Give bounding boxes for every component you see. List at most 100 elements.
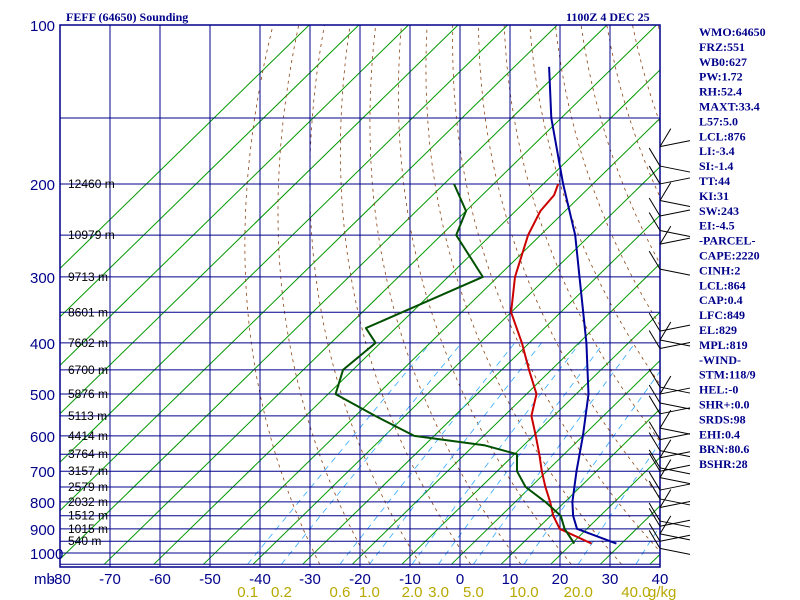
wind-barb bbox=[659, 225, 691, 245]
isotherm-line bbox=[500, 408, 660, 565]
wind-barb-flag bbox=[659, 451, 691, 459]
dewpoint-curve bbox=[334, 183, 576, 545]
index-entry: SW:243 bbox=[699, 204, 739, 218]
wind-barb-flag bbox=[659, 547, 691, 555]
dry-adiabat-line bbox=[425, 25, 622, 565]
index-entry: MAXT:33.4 bbox=[699, 100, 760, 114]
height-labels: 12460 m 10979 m 9713 m 8601 m 7602 m 6700 m 58… bbox=[68, 177, 115, 548]
wind-barb-flag bbox=[659, 534, 691, 542]
wind-barb-shaft bbox=[648, 197, 661, 217]
wind-barb bbox=[659, 515, 691, 541]
wind-barb-shaft bbox=[659, 489, 672, 508]
index-entry: CAP:0.4 bbox=[699, 293, 743, 307]
index-entry: FRZ:551 bbox=[699, 40, 745, 54]
pressure-tick-label: 400 bbox=[30, 336, 55, 353]
wind-barb-flag bbox=[659, 520, 691, 528]
height-label: 3764 m bbox=[68, 447, 108, 461]
temperature-curve bbox=[510, 183, 593, 545]
wind-barb-shaft bbox=[648, 147, 661, 167]
wind-barb bbox=[659, 409, 691, 435]
dry-adiabat-line bbox=[340, 25, 471, 565]
index-entry: HEL:-0 bbox=[699, 383, 738, 397]
index-entry: -PARCEL- bbox=[699, 234, 755, 248]
index-entry: MPL:819 bbox=[699, 338, 748, 352]
wind-barb-flag bbox=[659, 387, 691, 395]
plot-frame bbox=[59, 24, 661, 568]
isotherm-line bbox=[203, 117, 660, 565]
temperature-tick-label: -20 bbox=[349, 571, 371, 588]
wind-barb-shaft bbox=[659, 439, 672, 458]
parcel-curve bbox=[548, 66, 617, 545]
height-label: 7602 m bbox=[68, 336, 108, 350]
wind-barb bbox=[648, 384, 691, 410]
dry-adiabat-line bbox=[277, 25, 371, 565]
mixing-ratio-label: 20.0 bbox=[564, 584, 593, 600]
wind-barb bbox=[659, 439, 691, 459]
chart-title: FEFF (64650) Sounding bbox=[66, 10, 188, 24]
index-entry: LI:-3.4 bbox=[699, 144, 735, 158]
temperature-axis: mb-80 -70 -60 -50 -40 -30 -20 -10 0 10 20 30 40 bbox=[34, 571, 668, 588]
wind-barb bbox=[648, 471, 691, 491]
mixing-ratio-label: 10.0 bbox=[509, 584, 538, 600]
wind-barb-flag bbox=[659, 477, 691, 485]
wind-barb bbox=[648, 197, 691, 217]
height-label: 2579 m bbox=[68, 480, 108, 494]
isotherm-line bbox=[60, 25, 360, 318]
wind-barb bbox=[648, 147, 691, 173]
height-label: 12460 m bbox=[68, 177, 115, 191]
index-entry: SI:-1.4 bbox=[699, 159, 733, 173]
wind-barb-flag bbox=[659, 268, 691, 276]
background-lines bbox=[60, 25, 800, 565]
index-entry: STM:118/9 bbox=[699, 368, 756, 382]
wind-barb-shaft bbox=[648, 432, 661, 451]
isotherm-line bbox=[60, 25, 409, 366]
wind-barb-shaft bbox=[659, 225, 672, 245]
height-label: 540 m bbox=[68, 534, 101, 548]
wind-barb-flag bbox=[659, 427, 691, 435]
height-label: 4414 m bbox=[68, 429, 108, 443]
dry-adiabat-line bbox=[787, 25, 800, 564]
height-label: 2032 m bbox=[68, 495, 108, 509]
temperature-tick-label: -50 bbox=[199, 571, 221, 588]
height-label: 1512 m bbox=[68, 509, 108, 523]
wind-barb-flag bbox=[659, 386, 691, 394]
wind-barb-flag bbox=[659, 177, 691, 185]
wind-barb bbox=[648, 165, 691, 185]
index-entry: RH:52.4 bbox=[699, 85, 742, 99]
isotherm-line bbox=[351, 263, 660, 565]
wind-barb-shaft bbox=[659, 515, 672, 535]
pressure-tick-label: 100 bbox=[30, 18, 55, 35]
pressure-tick-label: 500 bbox=[30, 387, 55, 404]
wind-barb-flag bbox=[659, 209, 691, 217]
wind-barb-flag bbox=[659, 165, 691, 173]
mixing-ratio-line bbox=[369, 342, 542, 565]
wind-barb bbox=[659, 182, 691, 208]
pressure-tick-label: 900 bbox=[30, 522, 55, 539]
wind-barb bbox=[648, 432, 691, 458]
temperature-tick-label: 0 bbox=[456, 571, 464, 588]
wind-barb-flag bbox=[659, 200, 691, 208]
isotherm-line bbox=[60, 25, 508, 463]
wind-barb-flag bbox=[659, 533, 691, 541]
isotherm-line bbox=[103, 25, 657, 565]
index-entry: L57:5.0 bbox=[699, 114, 738, 128]
index-entry: BRN:80.6 bbox=[699, 442, 749, 456]
isotherm-line bbox=[60, 25, 608, 560]
dry-adiabat-line bbox=[580, 25, 660, 265]
wind-barbs bbox=[648, 128, 691, 555]
wind-barb-flag bbox=[659, 501, 691, 508]
wind-barb-flag bbox=[659, 450, 691, 458]
index-entry: CINH:2 bbox=[699, 263, 740, 277]
temperature-tick-label: 10 bbox=[502, 571, 519, 588]
dry-adiabat-line bbox=[555, 25, 660, 327]
wind-barb bbox=[648, 395, 691, 415]
mixing-ratio-line bbox=[339, 342, 516, 565]
isotherm-line bbox=[60, 25, 558, 512]
wind-barb-flag bbox=[659, 433, 691, 441]
wind-barb bbox=[659, 128, 691, 148]
plot-grid bbox=[59, 24, 661, 568]
index-entry: SHR+:0.0 bbox=[699, 398, 750, 412]
wind-barb bbox=[648, 522, 691, 542]
wind-barb-flag bbox=[659, 402, 691, 410]
